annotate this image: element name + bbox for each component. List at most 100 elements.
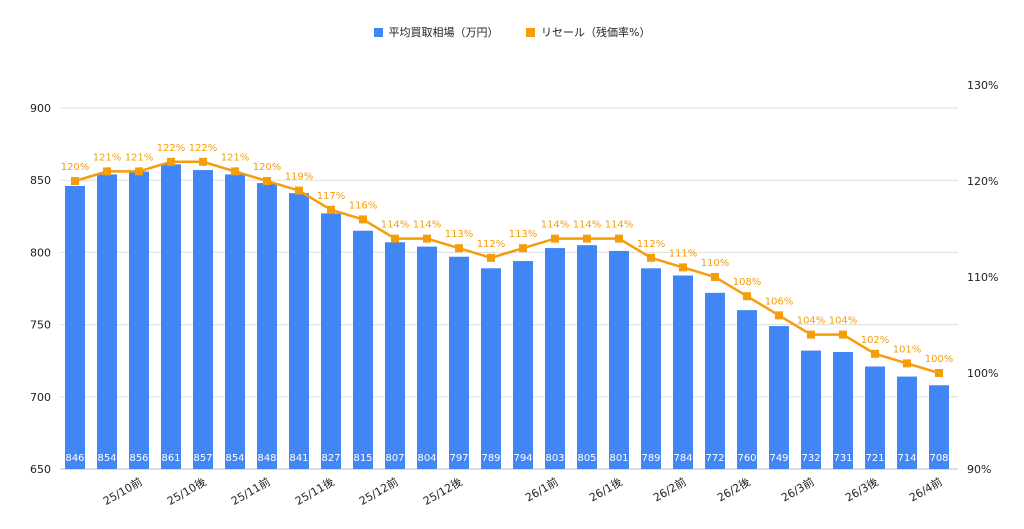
bar-data-label: 827 — [321, 453, 340, 464]
line-point — [295, 186, 303, 195]
x-axis-tick-label: 26/1後 — [587, 474, 625, 504]
line-point — [423, 234, 431, 243]
bar — [609, 250, 629, 469]
bar-data-label: 749 — [769, 453, 788, 464]
line-point — [455, 244, 463, 253]
line-point — [327, 205, 335, 214]
legend-swatch-bar — [373, 27, 383, 37]
bar-data-label: 846 — [65, 453, 84, 464]
bar — [545, 248, 565, 469]
bar — [193, 170, 213, 470]
line-point — [231, 167, 239, 176]
line-data-label: 113% — [509, 229, 538, 240]
line-data-label: 106% — [765, 296, 794, 307]
line-data-label: 117% — [317, 191, 346, 202]
bar — [897, 376, 917, 469]
line-data-label: 104% — [797, 316, 826, 327]
bar — [737, 310, 757, 469]
bar — [353, 230, 373, 469]
line-point — [487, 253, 495, 262]
line-point — [711, 273, 719, 281]
right-axis-tick-label: 100% — [967, 367, 998, 380]
line-data-label: 120% — [253, 162, 282, 173]
x-axis-tick-label: 26/3後 — [843, 474, 881, 504]
line-data-label: 108% — [733, 277, 762, 288]
bar — [97, 174, 117, 469]
line-point — [199, 157, 207, 166]
bar — [673, 275, 693, 469]
bar-data-label: 708 — [929, 453, 948, 464]
bar — [481, 268, 501, 469]
line-data-label: 111% — [669, 248, 698, 259]
line-point — [647, 253, 655, 262]
line-data-label: 116% — [349, 200, 378, 211]
line-data-label: 114% — [413, 220, 442, 231]
bar — [65, 185, 85, 469]
line-data-label: 114% — [573, 220, 602, 231]
right-axis-tick-label: 130% — [967, 79, 998, 92]
line-data-label: 100% — [925, 354, 954, 365]
line-point — [135, 167, 143, 176]
bar — [769, 326, 789, 469]
right-axis-tick-label: 110% — [967, 271, 998, 284]
x-axis-tick-label: 25/12前 — [357, 474, 401, 507]
bar — [513, 261, 533, 469]
line-data-label: 101% — [893, 344, 922, 355]
bar-data-label: 807 — [385, 453, 404, 464]
line-data-label: 114% — [605, 220, 634, 231]
line-point — [903, 359, 911, 368]
bar-data-label: 854 — [97, 453, 116, 464]
line-point — [263, 177, 271, 185]
bar-data-label: 815 — [353, 453, 372, 464]
bar-data-label: 794 — [513, 453, 532, 464]
line-data-label: 113% — [445, 229, 474, 240]
bar — [385, 242, 405, 469]
x-axis-tick-label: 26/3前 — [779, 474, 817, 504]
line-data-label: 122% — [157, 143, 186, 154]
bar — [801, 350, 821, 469]
bar-data-label: 804 — [417, 453, 436, 464]
bar-data-label: 848 — [257, 453, 276, 464]
legend-item-bar[interactable]: 平均買取相場（万円） — [373, 24, 499, 40]
bar — [833, 352, 853, 469]
bar — [449, 256, 469, 469]
line-point — [359, 215, 367, 224]
line-data-label: 112% — [477, 239, 506, 250]
left-axis-tick-label: 900 — [30, 102, 51, 115]
line-point — [103, 167, 111, 176]
x-axis-tick-label: 25/10後 — [165, 474, 209, 507]
line-point — [167, 157, 175, 166]
x-axis-tick-label: 26/2後 — [715, 474, 753, 504]
line-point — [391, 234, 399, 243]
line-data-label: 121% — [125, 152, 154, 163]
line-point — [71, 177, 79, 185]
line-data-label: 114% — [381, 220, 410, 231]
legend-item-line[interactable]: リセール（残価率%） — [526, 24, 650, 40]
x-axis-tick-label: 26/2前 — [651, 474, 689, 504]
bar-data-label: 789 — [481, 453, 500, 464]
left-axis-tick-label: 700 — [30, 391, 51, 404]
bar — [577, 245, 597, 469]
bar-data-label: 714 — [897, 453, 916, 464]
bar-data-label: 854 — [225, 453, 244, 464]
line-data-label: 104% — [829, 316, 858, 327]
bar — [257, 183, 277, 469]
x-axis-tick-label: 25/10前 — [101, 474, 145, 507]
x-axis-tick-label: 26/4前 — [907, 474, 945, 504]
line-point — [775, 311, 783, 320]
bar — [129, 171, 149, 469]
line-data-label: 120% — [61, 162, 90, 173]
bar-data-label: 731 — [833, 453, 852, 464]
bar — [289, 193, 309, 470]
bar — [865, 366, 885, 469]
bar — [225, 174, 245, 469]
x-axis-tick-label: 25/12後 — [421, 474, 465, 507]
legend-swatch-line — [526, 27, 536, 37]
line-data-label: 122% — [189, 143, 218, 154]
line-point — [583, 234, 591, 243]
x-axis-tick-label: 25/11後 — [293, 474, 337, 507]
line-point — [519, 244, 527, 253]
bar-data-label: 772 — [705, 453, 724, 464]
left-axis-tick-label: 750 — [30, 319, 51, 332]
